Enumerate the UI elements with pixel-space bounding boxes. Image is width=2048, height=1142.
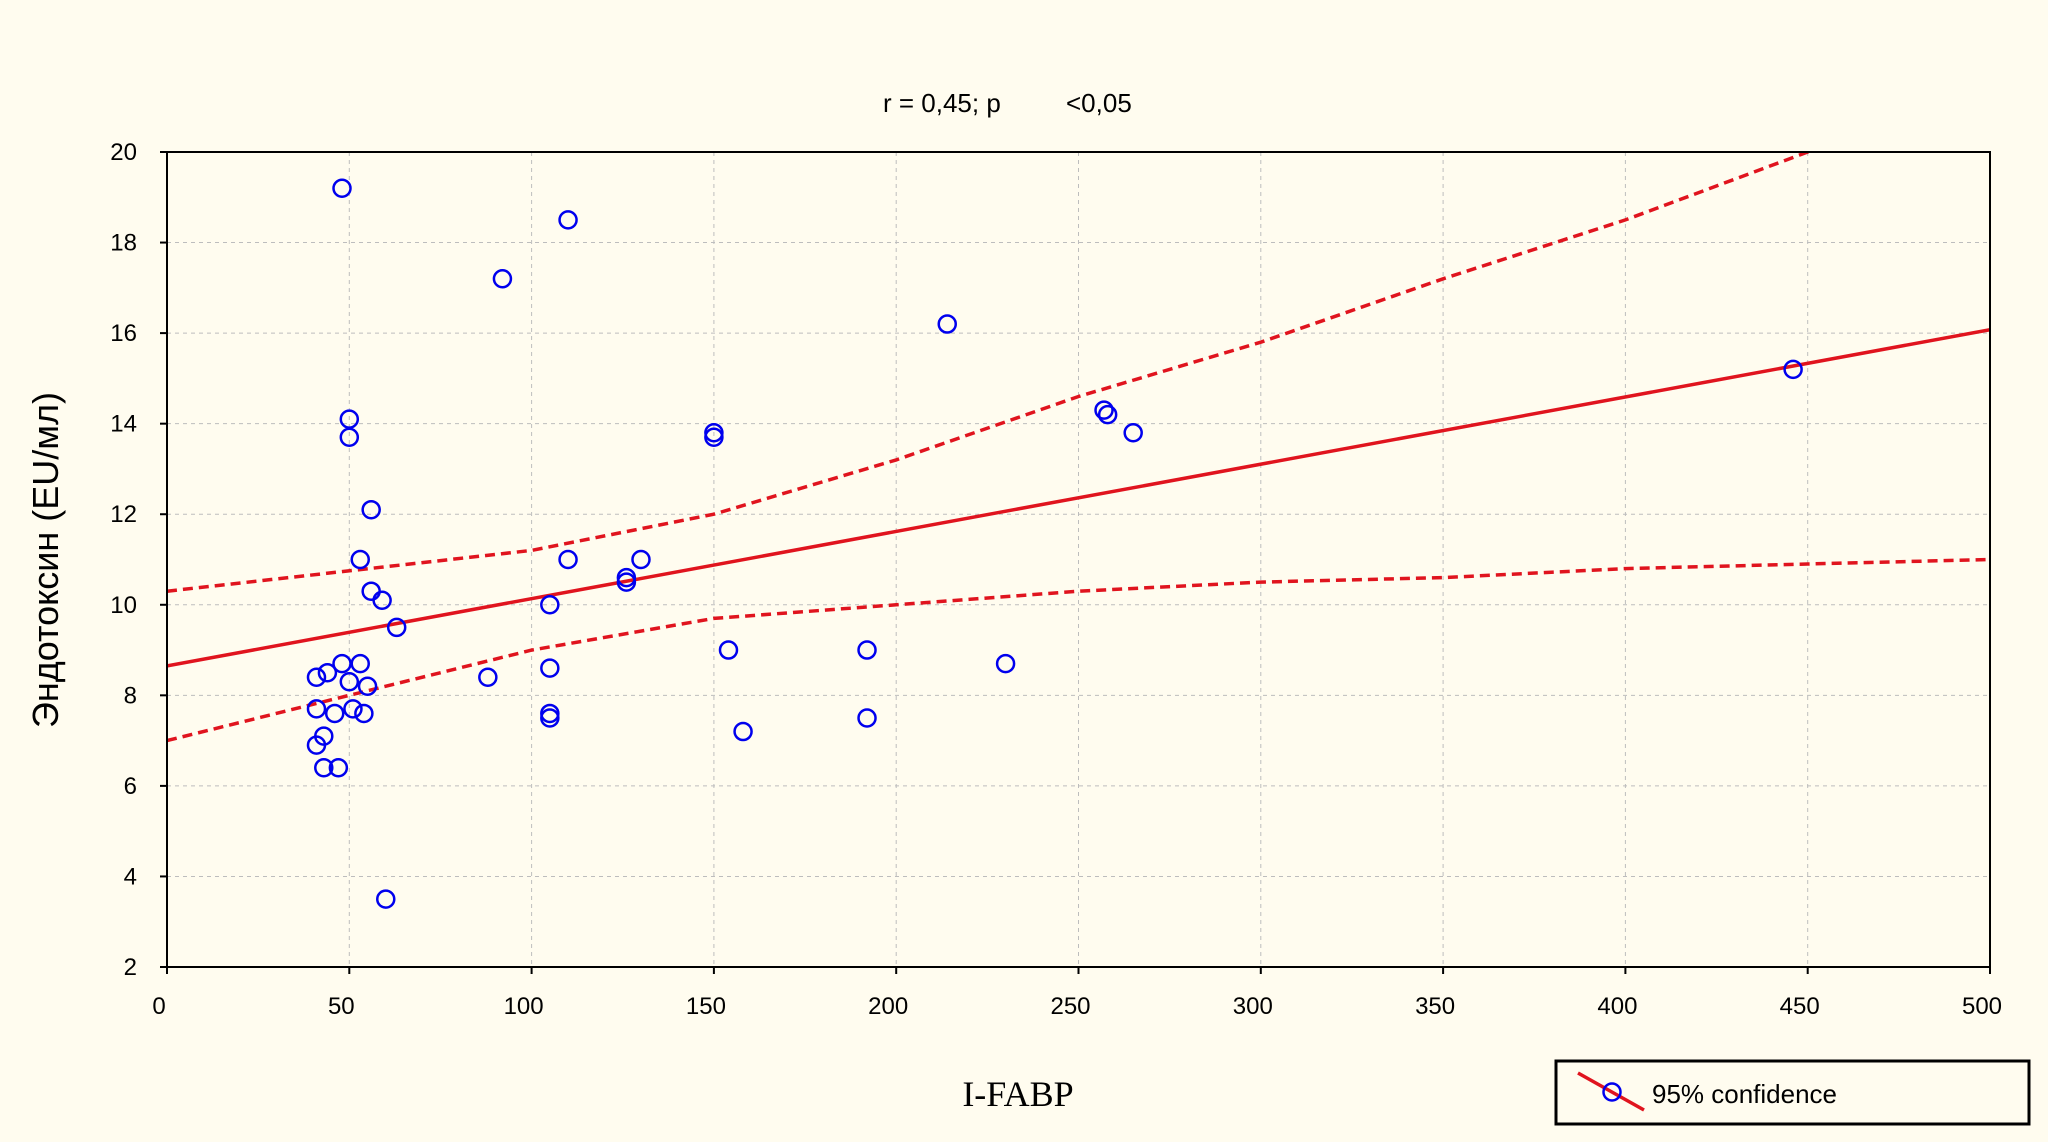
data-point-29 [478, 667, 498, 687]
y-tick-label-8: 8 [124, 682, 137, 709]
data-point-40 [733, 721, 753, 742]
x-tick-label-150: 150 [686, 993, 726, 1020]
data-point-22 [718, 640, 739, 660]
data-point-3 [937, 314, 957, 334]
data-point-26 [350, 653, 370, 674]
data-point-39 [857, 708, 877, 728]
y-tick-label-14: 14 [110, 411, 137, 438]
x-tick-label-250: 250 [1050, 993, 1090, 1020]
data-point-23 [857, 640, 877, 660]
data-point-8 [1097, 404, 1118, 425]
annotation-r: r = 0,45; p [883, 88, 1001, 118]
annotation-p: <0,05 [1066, 88, 1132, 118]
data-point-44 [328, 758, 349, 778]
data-point-45 [376, 889, 396, 909]
legend-point-marker [1602, 1082, 1622, 1102]
x-tick-label-350: 350 [1415, 993, 1455, 1020]
data-point-42 [306, 735, 327, 755]
data-point-1 [558, 210, 578, 230]
data-point-17 [616, 572, 637, 592]
y-tick-label-18: 18 [110, 230, 137, 257]
data-point-12 [361, 499, 381, 520]
y-tick-label-2: 2 [124, 954, 137, 981]
legend-box [1554, 1059, 2031, 1126]
y-axis-ticks: 2 4 6 8 10 12 14 16 18 20 [110, 139, 167, 981]
data-point-7 [1094, 400, 1114, 420]
y-tick-label-6: 6 [124, 773, 137, 800]
data-point-13 [350, 549, 370, 570]
y-tick-label-20: 20 [110, 139, 137, 166]
x-tick-label-400: 400 [1597, 993, 1637, 1020]
data-point-20 [540, 595, 560, 615]
data-point-30 [306, 667, 327, 687]
x-axis-ticks: 0 50 100 150 200 250 300 350 400 450 500 [152, 967, 2002, 1020]
y-tick-label-10: 10 [110, 592, 137, 619]
x-tick-label-450: 450 [1780, 993, 1820, 1020]
data-point-43 [314, 758, 334, 778]
fit-layer [167, 152, 1990, 743]
legend: 95% confidence [1554, 1059, 2031, 1126]
data-point-2 [492, 269, 513, 289]
data-point-24 [995, 653, 1016, 674]
data-point-35 [343, 699, 363, 719]
data-point-33 [306, 699, 327, 719]
data-point-11 [704, 427, 724, 447]
x-axis-label: I-FABP [962, 1074, 1073, 1114]
legend-label: 95% confidence [1652, 1079, 1837, 1109]
data-point-32 [357, 676, 378, 697]
confidence-lower-line [167, 557, 1990, 743]
data-point-31 [339, 672, 360, 692]
x-tick-label-300: 300 [1233, 993, 1273, 1020]
y-tick-label-12: 12 [110, 501, 137, 528]
data-point-36 [354, 703, 374, 724]
legend-fit-line [1577, 1071, 1645, 1112]
data-point-0 [332, 178, 352, 198]
x-tick-label-500: 500 [1962, 993, 2002, 1020]
confidence-upper-line [167, 152, 1813, 593]
data-point-4 [1783, 359, 1803, 380]
data-points [306, 178, 1803, 909]
y-tick-label-16: 16 [110, 320, 137, 347]
data-point-14 [558, 549, 578, 570]
y-axis-label: Эндотоксин (EU/мл) [25, 392, 66, 728]
data-point-6 [339, 427, 360, 447]
data-point-27 [540, 658, 560, 678]
data-point-34 [324, 703, 345, 724]
x-tick-label-0: 0 [152, 993, 165, 1020]
regression-line [167, 327, 1990, 668]
x-tick-label-100: 100 [504, 993, 544, 1020]
data-point-21 [386, 617, 407, 638]
data-point-28 [317, 662, 338, 683]
data-point-18 [361, 581, 381, 601]
data-point-38 [540, 708, 560, 728]
x-tick-label-200: 200 [868, 993, 908, 1020]
data-point-15 [631, 549, 651, 570]
data-point-19 [372, 590, 392, 610]
data-point-9 [1123, 422, 1143, 443]
y-tick-label-4: 4 [124, 863, 137, 890]
x-tick-label-50: 50 [328, 993, 355, 1020]
